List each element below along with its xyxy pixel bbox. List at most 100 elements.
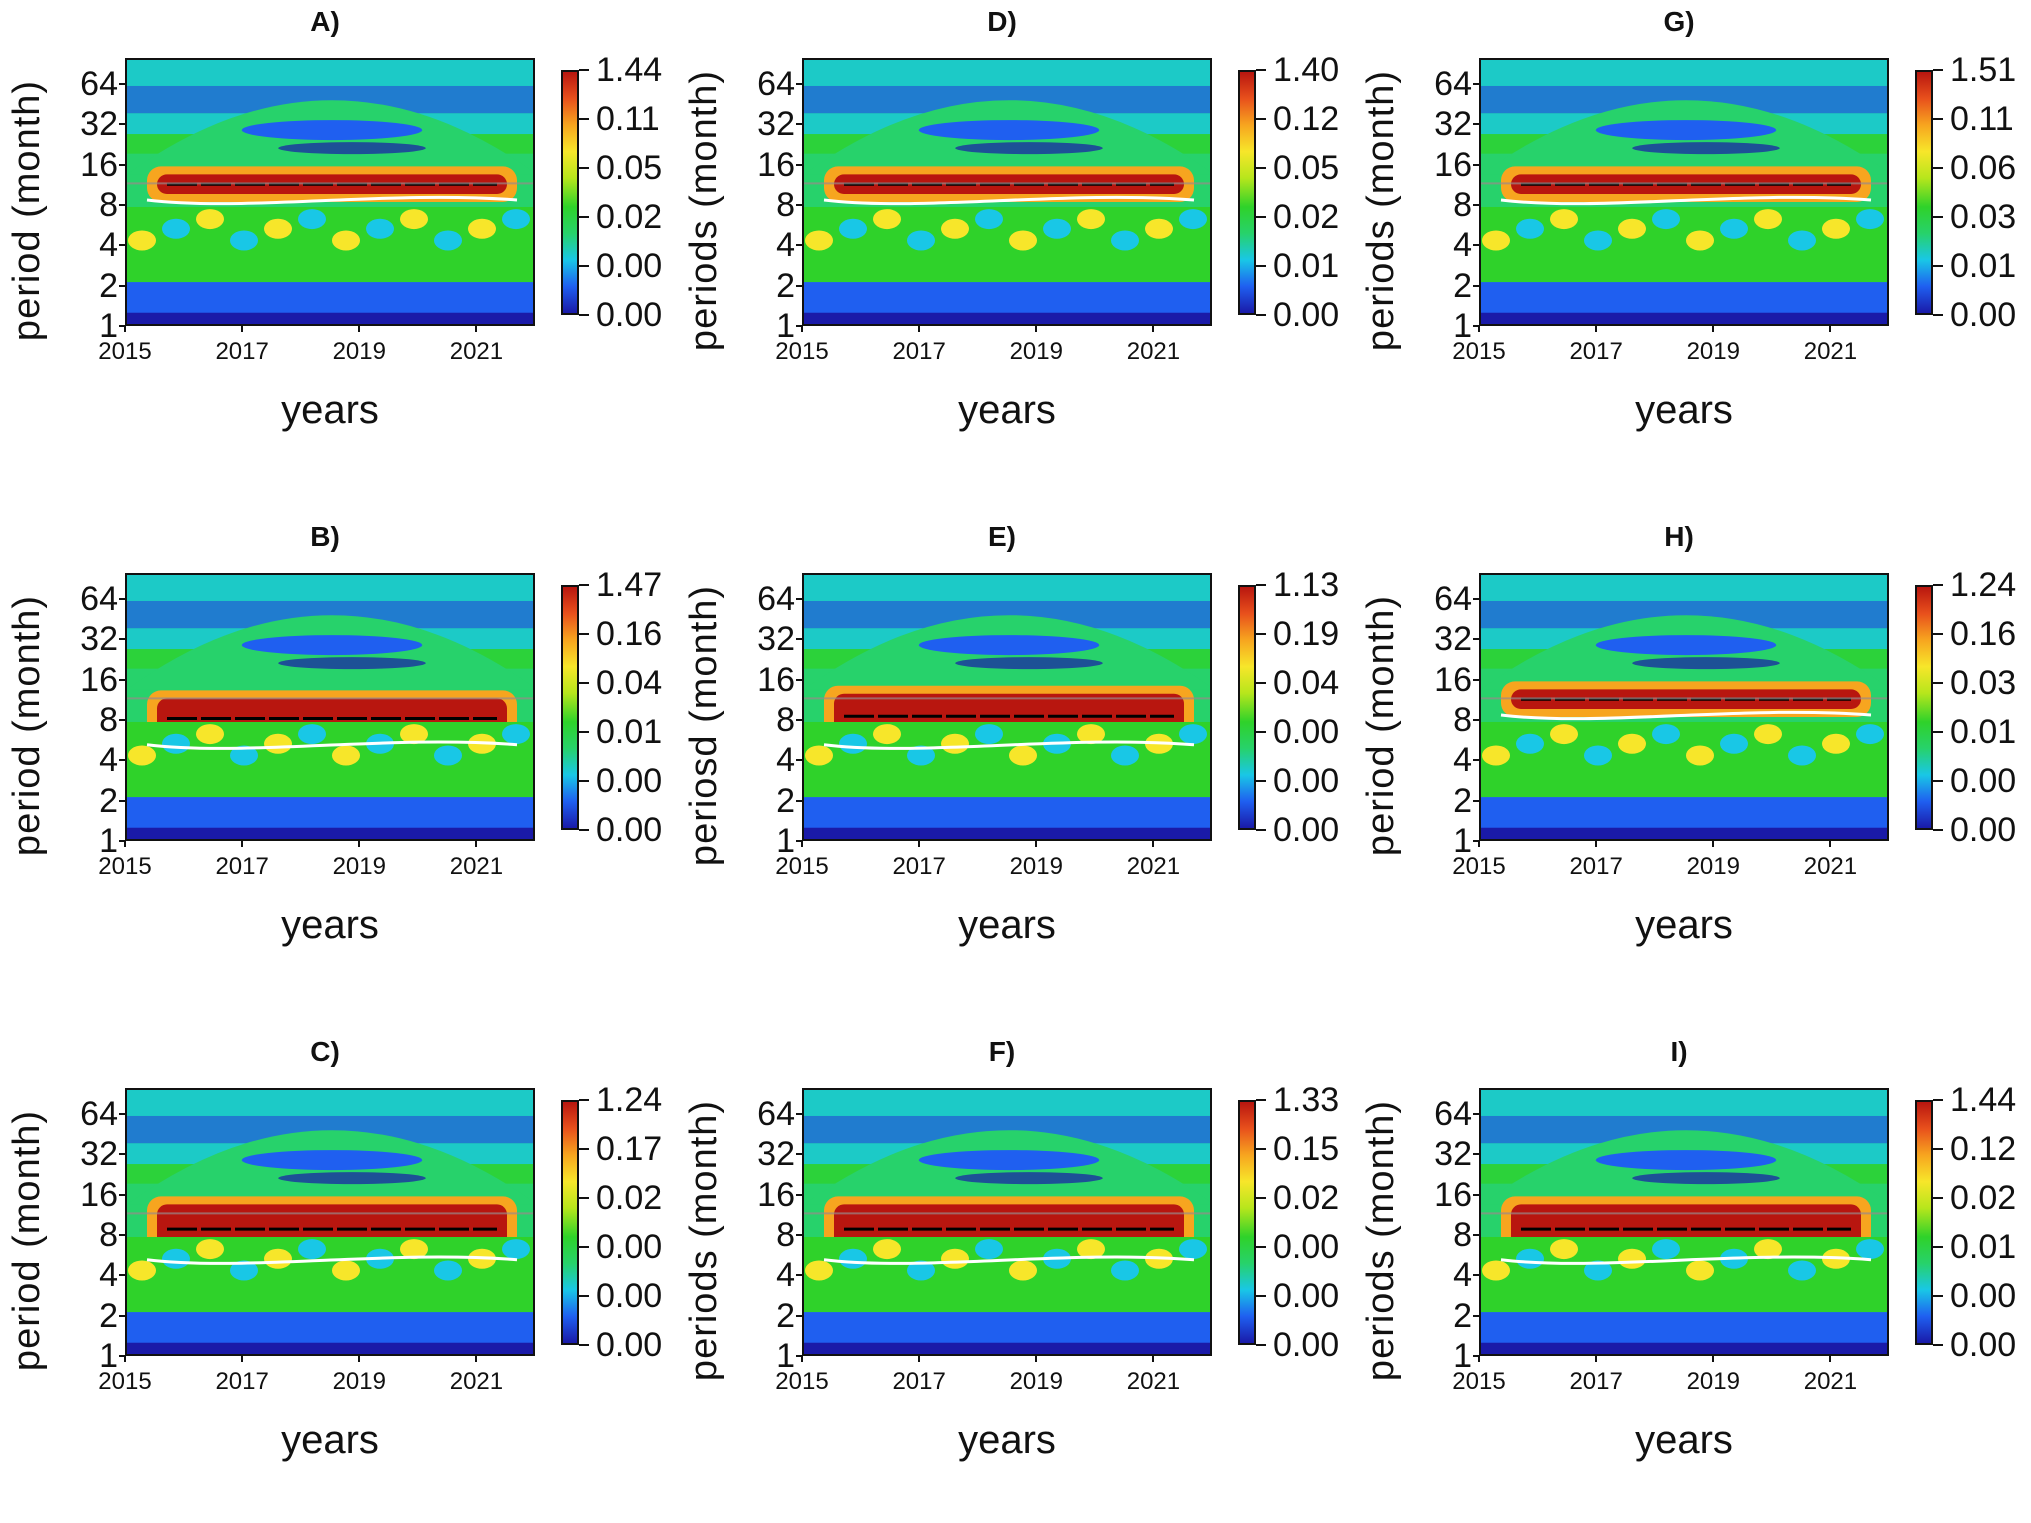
- x-axis-label: years: [958, 388, 1056, 432]
- colorbar: [1238, 585, 1256, 830]
- mid-period-blob: [907, 1260, 935, 1281]
- chart-panel-g: G) periods (month) years 64 32 16 8 4 2 1 2015 2017…: [1354, 0, 2031, 493]
- y-tick-label: 64: [1434, 579, 1472, 618]
- y-tick-label: 2: [1453, 1296, 1472, 1335]
- colorbar-tick-label: 0.02: [596, 198, 663, 236]
- colorbar-tick-label: 0.00: [1950, 811, 2017, 849]
- colorbar-tick-mark: [579, 829, 589, 831]
- mid-period-blob: [128, 230, 156, 251]
- heatmap-plot-area: [802, 1088, 1212, 1356]
- chart-title: B): [310, 521, 340, 552]
- shortest-period-region: [804, 312, 1210, 324]
- mid-period-blob: [230, 230, 258, 251]
- cone-dark-streak: [278, 142, 426, 155]
- colorbar-tick-mark: [579, 1148, 589, 1150]
- chart-panel-e: E) periosd (month) years 64 32 16 8 4 2 1 2015 2017…: [677, 515, 1354, 1008]
- x-tick-label: 2019: [1009, 338, 1063, 365]
- y-axis-label: period (month): [0, 79, 58, 340]
- cone-blue-streak: [918, 1150, 1100, 1171]
- heatmap-svg: [804, 575, 1210, 839]
- chart-title: G): [1663, 6, 1695, 37]
- colorbar-tick-label: 1.44: [596, 51, 663, 89]
- x-tick-mark: [241, 1356, 244, 1362]
- x-tick-mark: [1829, 1356, 1832, 1362]
- y-tick-mark: [1473, 1355, 1479, 1357]
- y-tick-mark: [119, 718, 125, 721]
- colorbar-tick-mark: [1256, 69, 1266, 71]
- y-axis-label-text: periosd (month): [683, 584, 726, 866]
- x-tick-label: 2015: [98, 1368, 152, 1395]
- y-tick-mark: [119, 82, 125, 85]
- colorbar-tick-label: 0.00: [596, 247, 663, 285]
- y-tick-label: 32: [80, 620, 118, 659]
- x-tick-label: 2021: [449, 853, 504, 880]
- colorbar-tick-mark: [1933, 1295, 1943, 1297]
- mid-period-blob: [975, 209, 1003, 230]
- x-tick-mark: [1712, 841, 1715, 847]
- long-period-band: [804, 1090, 1210, 1116]
- y-tick-mark: [796, 718, 802, 721]
- colorbar-tick-mark: [579, 780, 589, 782]
- cone-dark-streak: [1632, 657, 1780, 670]
- y-tick-mark: [1473, 799, 1479, 802]
- chart-title: H): [1664, 521, 1694, 552]
- mid-period-blob: [400, 1239, 428, 1260]
- y-tick-label: 2: [776, 266, 795, 305]
- chart-title: C): [310, 1036, 340, 1067]
- x-tick-mark: [801, 326, 803, 332]
- mid-period-blob: [1077, 724, 1105, 745]
- mid-period-region: [804, 1236, 1210, 1313]
- y-tick-label: 4: [99, 741, 118, 780]
- chart-panel-d: D) periods (month) years 64 32 16 8 4 2 1 2015 2017…: [677, 0, 1354, 493]
- colorbar-tick-label: 0.05: [1273, 149, 1340, 187]
- mid-period-blob: [941, 1248, 969, 1269]
- significance-contour: [1500, 195, 1872, 206]
- y-axis-label-text: period (month): [1360, 594, 1403, 856]
- x-tick-label: 2017: [215, 853, 269, 880]
- y-tick-mark: [1473, 1274, 1479, 1277]
- colorbar: [561, 1100, 579, 1345]
- colorbar-tick-mark: [1933, 584, 1943, 586]
- colorbar-tick-mark: [1256, 167, 1266, 169]
- y-tick-mark: [796, 244, 802, 247]
- colorbar-tick-mark: [1933, 118, 1943, 120]
- colorbar-tick-mark: [1933, 1099, 1943, 1101]
- colorbar-tick-mark: [579, 314, 589, 316]
- y-tick-mark: [1473, 284, 1479, 287]
- colorbar-tick-mark: [579, 633, 589, 635]
- y-tick-label: 1: [99, 1337, 118, 1375]
- x-tick-mark: [1829, 841, 1832, 847]
- x-tick-mark: [1712, 326, 1715, 332]
- mid-period-blob: [1077, 1239, 1105, 1260]
- y-tick-label: 2: [776, 1296, 795, 1335]
- y-tick-label: 8: [99, 185, 118, 224]
- y-tick-mark: [119, 1112, 125, 1115]
- x-tick-mark: [475, 326, 478, 332]
- x-tick-label: 2017: [892, 1368, 946, 1395]
- x-tick-label: 2021: [1126, 338, 1181, 365]
- y-tick-mark: [796, 1193, 802, 1196]
- colorbar-tick-label: 0.01: [1950, 713, 2017, 751]
- mid-period-blob: [230, 745, 258, 766]
- x-tick-mark: [1478, 841, 1480, 847]
- heatmap-plot-area: [802, 573, 1212, 841]
- x-tick-label: 2019: [1009, 853, 1063, 880]
- mid-period-blob: [1686, 1260, 1714, 1281]
- x-tick-label: 2015: [98, 853, 152, 880]
- x-tick-mark: [801, 1356, 803, 1362]
- mid-period-region: [804, 206, 1210, 283]
- y-tick-mark: [119, 799, 125, 802]
- mid-period-blob: [196, 724, 224, 745]
- mid-period-blob: [975, 1239, 1003, 1260]
- colorbar-tick-mark: [1256, 1295, 1266, 1297]
- y-tick-label: 2: [1453, 781, 1472, 820]
- chart-title: I): [1670, 1036, 1688, 1067]
- y-tick-mark: [796, 1233, 802, 1236]
- y-tick-mark: [796, 325, 802, 327]
- x-tick-mark: [358, 1356, 361, 1362]
- mid-period-blob: [502, 724, 530, 745]
- colorbar-tick-mark: [579, 216, 589, 218]
- colorbar-tick-label: 0.04: [596, 664, 663, 702]
- y-tick-mark: [119, 759, 125, 762]
- mid-period-blob: [839, 1248, 867, 1269]
